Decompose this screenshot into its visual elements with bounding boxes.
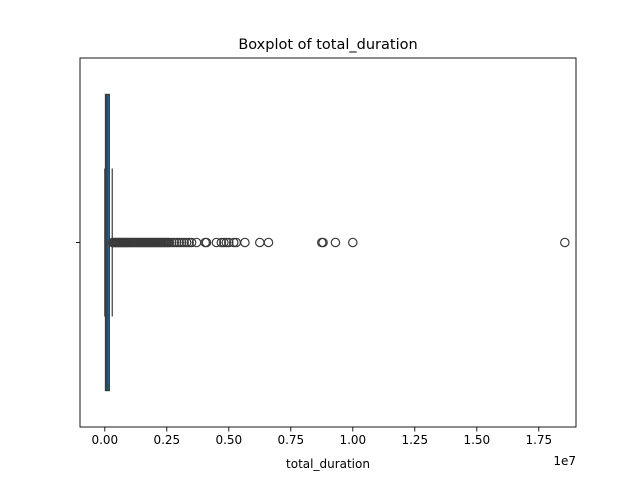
- outlier-point: [211, 237, 222, 248]
- outlier-point: [169, 237, 180, 248]
- outlier-point: [179, 237, 189, 248]
- x-tick-label: 0.75: [277, 433, 304, 447]
- outlier-point: [216, 237, 227, 248]
- outlier-point: [181, 237, 192, 248]
- outlier-point: [263, 237, 274, 248]
- chart-title: Boxplot of total_duration: [238, 37, 417, 53]
- x-tick-label: 1.50: [463, 433, 490, 447]
- outlier-point: [254, 237, 265, 248]
- outlier-point: [201, 237, 212, 248]
- outlier-point: [184, 237, 194, 248]
- x-axis: 0.00 0.25 0.50 0.75 1.00 1.25 1.50 1.75: [76, 242, 552, 447]
- x-tick-label: 0.00: [91, 433, 118, 447]
- x-tick-label: 0.50: [215, 433, 242, 447]
- outlier-point: [171, 237, 182, 248]
- x-tick-label: 1.00: [339, 433, 366, 447]
- outlier-point: [347, 237, 358, 248]
- x-tick-label: 0.25: [153, 433, 180, 447]
- outlier-point: [219, 237, 229, 248]
- outlier-point: [560, 237, 570, 248]
- x-axis-label: total_duration: [286, 457, 370, 471]
- outlier-point: [164, 237, 175, 248]
- outlier-point: [228, 237, 239, 248]
- outlier-point: [318, 237, 328, 248]
- x-tick-label: 1.75: [525, 433, 552, 447]
- outlier-point: [330, 237, 341, 248]
- outlier-point: [176, 237, 187, 248]
- outlier-point: [186, 237, 197, 248]
- outlier-point: [166, 237, 177, 248]
- x-axis-scale-label: 1e7: [553, 454, 576, 468]
- x-tick-label: 1.25: [401, 433, 428, 447]
- outlier-point: [224, 237, 234, 248]
- outlier-point: [240, 237, 250, 248]
- outlier-point: [221, 237, 232, 248]
- plot-area: [104, 93, 570, 392]
- outlier-point: [174, 237, 184, 248]
